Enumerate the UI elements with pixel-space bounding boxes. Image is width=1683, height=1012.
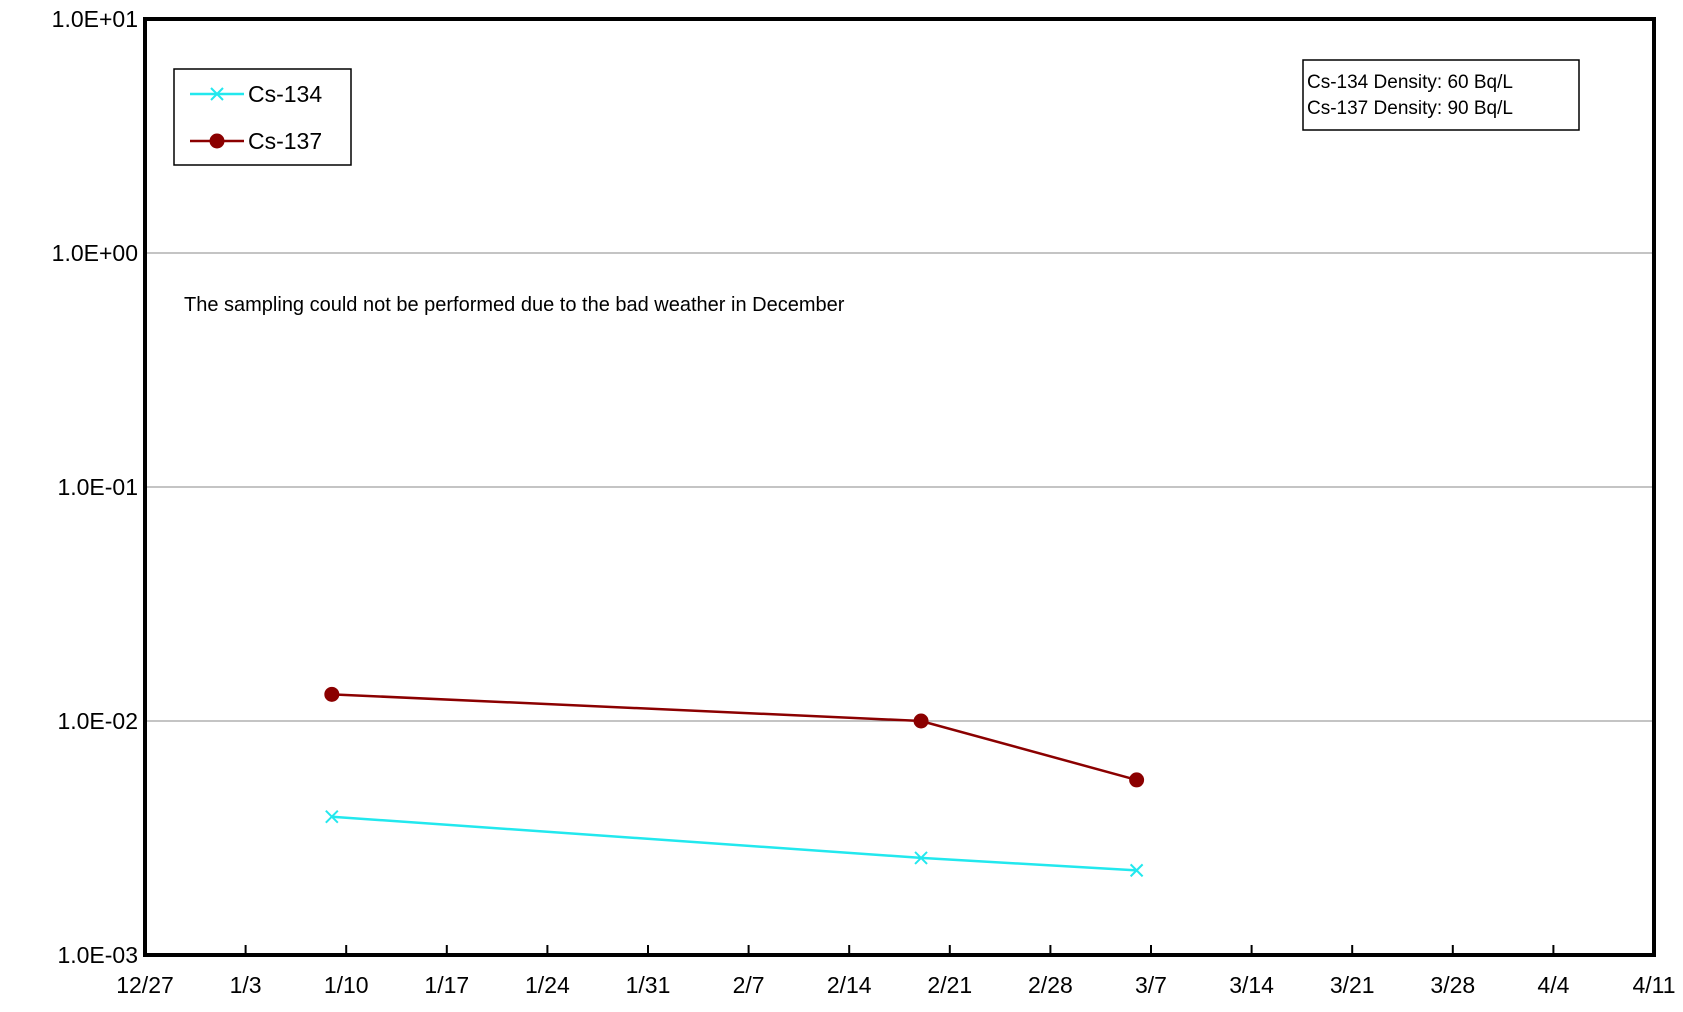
- density-cs137: Cs-137 Density: 90 Bq/L: [1307, 98, 1513, 119]
- x-tick-label: 2/14: [827, 972, 872, 998]
- x-tick-label: 3/21: [1330, 972, 1375, 998]
- point-cs-134: [325, 809, 339, 824]
- density-box-frame: [1302, 59, 1580, 131]
- x-tick-label: 3/14: [1229, 972, 1274, 998]
- y-tick-label: 1.0E-02: [57, 708, 138, 734]
- x-tick-label: 1/24: [525, 972, 570, 998]
- legend-item-cs-137: Cs-137: [190, 128, 322, 154]
- x-tick-label: 3/7: [1135, 972, 1167, 998]
- y-tick-label: 1.0E+00: [52, 240, 138, 266]
- annotation-note: The sampling could not be performed due …: [184, 294, 845, 316]
- y-tick-label: 1.0E-03: [57, 942, 138, 968]
- x-tick-label: 2/21: [927, 972, 972, 998]
- density-cs134: Cs-134 Density: 60 Bq/L: [1307, 72, 1513, 93]
- point-cs-137: [324, 686, 340, 702]
- point-cs-134: [914, 851, 928, 865]
- series-line-cs-134: [331, 815, 1137, 872]
- x-axis-ticks: 12/27 1/3 1/10 1/17 1/24 1/31 2/7 2/14 2/21 2/28 3…: [116, 945, 1676, 998]
- x-tick-label: 2/28: [1028, 972, 1073, 998]
- legend-marker-cs-137: [209, 133, 225, 149]
- point-cs-137: [1129, 772, 1145, 788]
- point-cs-137: [913, 713, 929, 729]
- series-line-cs-137: [331, 693, 1137, 782]
- x-tick-label: 1/10: [324, 972, 369, 998]
- x-tick-label: 1/3: [230, 972, 262, 998]
- series-cs-134: [325, 809, 1144, 878]
- y-axis-tick-labels: 1.0E-03 1.0E-02 1.0E-01 1.0E+00 1.0E+01: [52, 6, 138, 968]
- gridlines: [145, 252, 1654, 722]
- plot-frame: [143, 17, 1656, 957]
- legend-label-cs-137: Cs-137: [248, 128, 322, 154]
- legend: Cs-134 Cs-137: [173, 68, 352, 166]
- x-tick-label: 1/31: [626, 972, 671, 998]
- legend-item-cs-134: Cs-134: [190, 81, 322, 107]
- y-tick-label: 1.0E+01: [52, 6, 138, 32]
- x-tick-label: 4/11: [1632, 972, 1675, 998]
- series-cs-137: [324, 686, 1145, 788]
- legend-label-cs-134: Cs-134: [248, 81, 322, 107]
- x-tick-label: 12/27: [116, 972, 174, 998]
- legend-box: [173, 68, 352, 166]
- series-layer: [324, 686, 1145, 878]
- y-tick-label: 1.0E-01: [57, 474, 138, 500]
- density-box: Cs-134 Density: 60 Bq/L Cs-137 Density: …: [1302, 59, 1580, 131]
- point-cs-134: [1129, 863, 1144, 878]
- legend-marker-cs-134: [210, 87, 224, 101]
- x-tick-label: 4/4: [1537, 972, 1569, 998]
- x-tick-label: 1/17: [424, 972, 469, 998]
- x-tick-label: 3/28: [1430, 972, 1475, 998]
- x-tick-label: 2/7: [733, 972, 765, 998]
